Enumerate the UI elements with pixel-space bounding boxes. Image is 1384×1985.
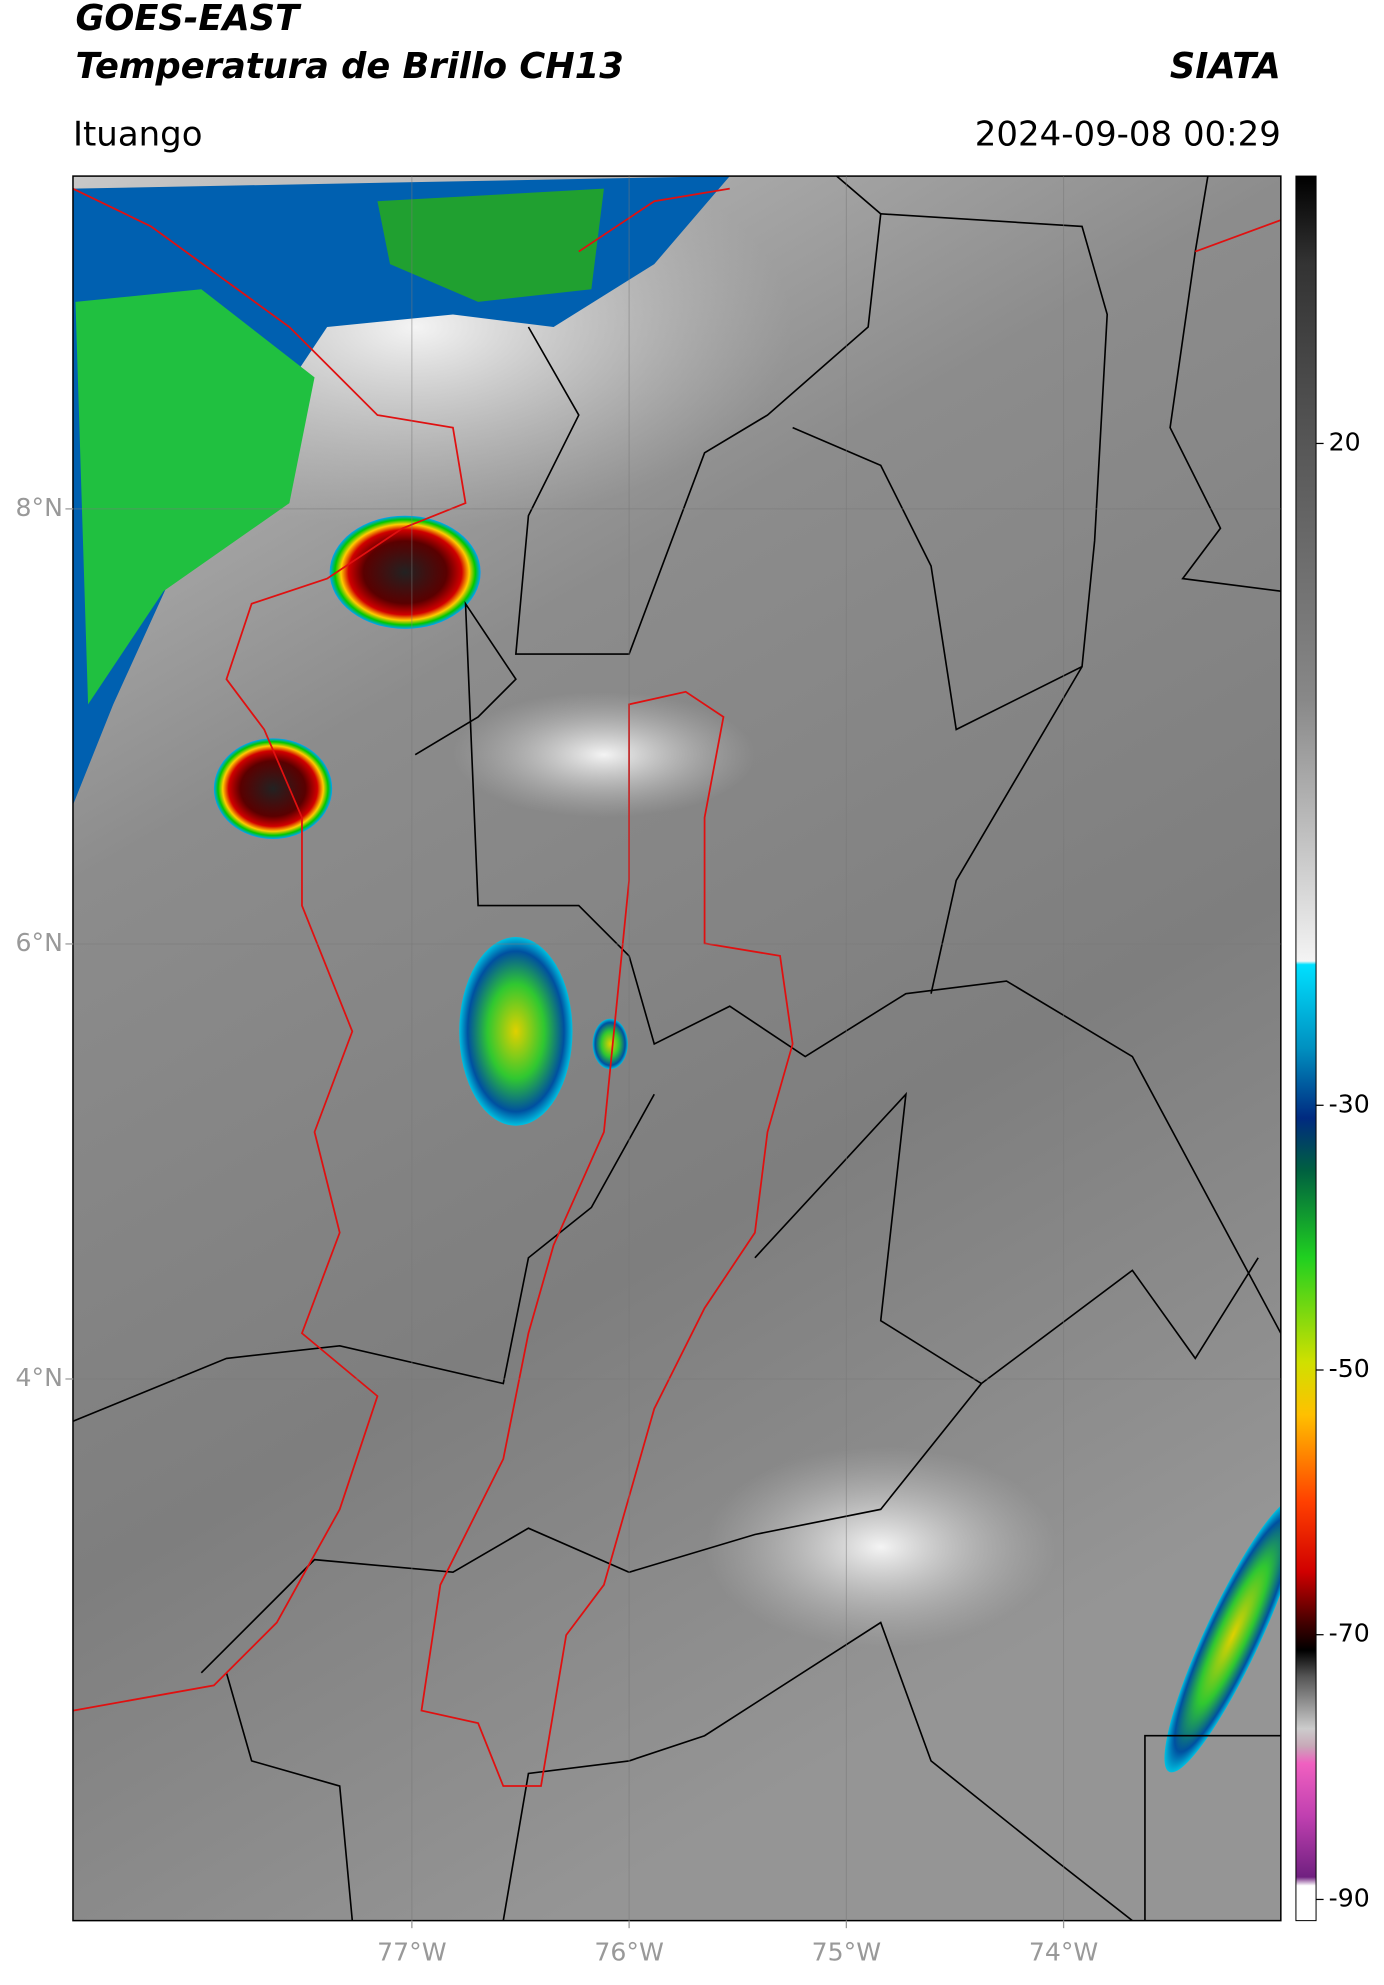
x-tick-label: 77°W (377, 1937, 447, 1966)
x-tick-label: 76°W (594, 1937, 664, 1966)
region: Ituango (73, 114, 203, 154)
colorbar-tick-label: -30 (1329, 1089, 1370, 1118)
y-tick-label: 8°N (16, 493, 63, 522)
subtitle: Temperatura de Brillo CH13 (75, 46, 623, 87)
colorbar-tick-label: -50 (1329, 1354, 1370, 1383)
colorbar-tick-label: -90 (1329, 1883, 1370, 1912)
title: GOES-EAST (75, 0, 302, 39)
source: SIATA (1170, 46, 1281, 87)
map-frame (72, 175, 1282, 1922)
map-image (72, 176, 1281, 1921)
x-tick-label: 74°W (1029, 1937, 1099, 1966)
datetime: 2024-09-08 00:29 (975, 114, 1281, 154)
colorbar-tick-label: -70 (1329, 1619, 1370, 1648)
colorbar-tick-label: 20 (1329, 427, 1361, 456)
y-tick-label: 4°N (16, 1363, 63, 1392)
colorbar (1295, 175, 1317, 1922)
x-tick-label: 75°W (812, 1937, 882, 1966)
y-tick-label: 6°N (16, 928, 63, 957)
